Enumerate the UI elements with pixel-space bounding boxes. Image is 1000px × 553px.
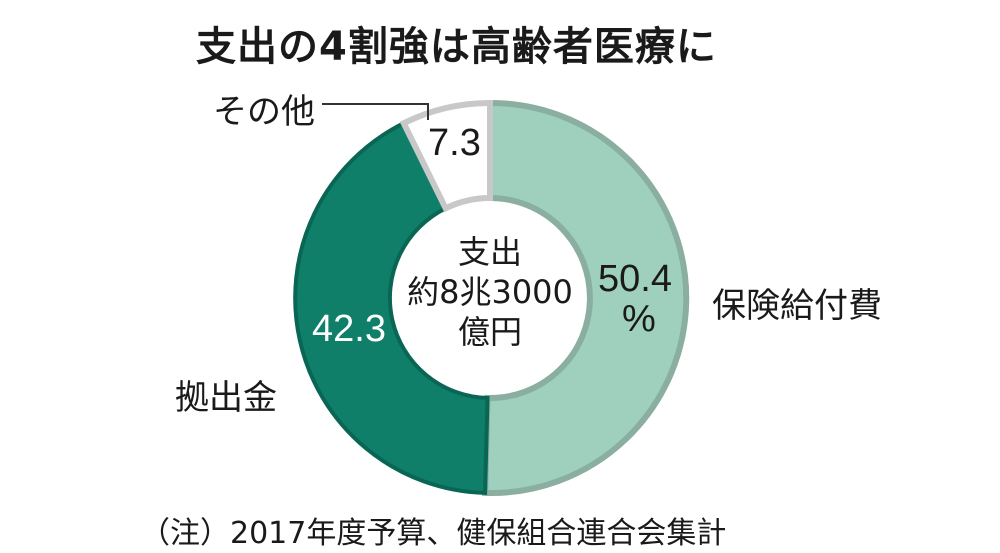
value-other: 7.3 — [428, 122, 481, 164]
unit-percent: % — [622, 298, 656, 340]
value-benefits: 50.4 — [598, 258, 672, 300]
value-contributions: 42.3 — [312, 308, 386, 350]
label-benefits: 保険給付費 — [712, 286, 882, 326]
center-line-2: 約8兆3000 — [407, 273, 573, 311]
label-other: その他 — [213, 92, 315, 132]
center-label: 支出 約8兆3000 億円 — [390, 232, 590, 352]
slice-contributions — [293, 120, 490, 495]
center-line-1: 支出 — [457, 233, 522, 271]
slice-benefits — [482, 99, 690, 496]
other-leader-line — [322, 103, 429, 120]
footnote: （注）2017年度予算、健保組合連合会集計 — [140, 516, 727, 551]
label-contributions: 拠出金 — [175, 378, 277, 418]
chart-title: 支出の4割強は高齢者医療に — [196, 24, 717, 70]
center-line-3: 億円 — [457, 313, 522, 351]
